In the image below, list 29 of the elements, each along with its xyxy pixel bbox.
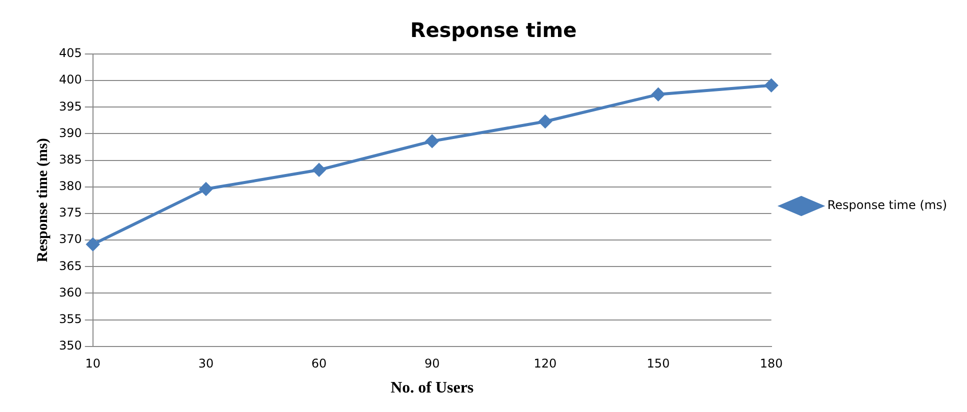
chart-title: Response time: [410, 18, 577, 42]
y-tick-label: 400: [59, 72, 82, 87]
point: [426, 134, 439, 148]
y-tick-label: 350: [59, 338, 82, 353]
legend-label: Response time (ms): [827, 198, 948, 212]
x-tick-label: 120: [534, 356, 557, 371]
x-tick-label: 60: [311, 356, 327, 371]
y-tick-label: 360: [59, 285, 82, 300]
y-tick-label: 405: [59, 46, 82, 60]
y-tick-label: 385: [59, 152, 82, 166]
point: [199, 182, 212, 196]
x-tick-label: 10: [85, 356, 101, 371]
y-tick-label: 390: [59, 126, 82, 140]
x-tick-label: 150: [646, 356, 670, 371]
y-tick-label: 365: [59, 258, 82, 273]
point: [538, 115, 552, 128]
point: [764, 78, 778, 92]
y-tick-label: 375: [59, 206, 82, 220]
point: [312, 163, 326, 176]
y-tick-label: 395: [59, 99, 82, 114]
x-tick-label: 90: [424, 356, 440, 371]
x-axis-title: No. of Users: [390, 380, 474, 397]
point: [652, 88, 665, 101]
x-tick-label: 30: [198, 356, 214, 371]
y-tick-label: 355: [59, 312, 82, 326]
y-axis-title: Response time (ms): [34, 138, 51, 262]
x-tick-label: 180: [760, 356, 783, 371]
y-tick-label: 370: [59, 232, 82, 246]
y-tick-label: 380: [59, 179, 82, 194]
